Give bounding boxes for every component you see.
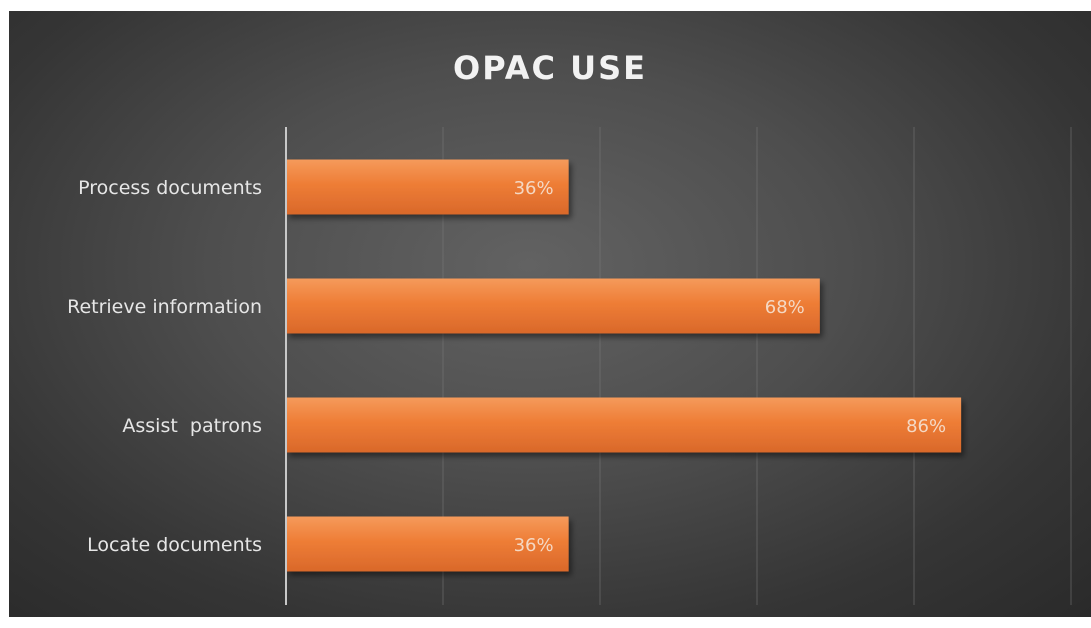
bar-chart: Process documents 36% Retrieve information… xyxy=(67,127,1072,605)
category-label: Retrieve information xyxy=(67,296,262,318)
bar xyxy=(286,516,569,572)
category-label: Process documents xyxy=(78,177,262,199)
category-label: Locate documents xyxy=(87,534,262,556)
bar xyxy=(286,159,569,215)
bar xyxy=(286,397,962,453)
chart-panel: OPAC USE Process documents 36% Retrieve in… xyxy=(9,11,1091,617)
bar xyxy=(286,278,820,334)
data-label: 68% xyxy=(765,297,805,318)
chart-title: OPAC USE xyxy=(453,49,647,87)
data-label: 36% xyxy=(514,535,554,556)
data-label: 86% xyxy=(906,416,946,437)
data-label: 36% xyxy=(514,178,554,199)
category-label: Assist patrons xyxy=(122,415,262,437)
